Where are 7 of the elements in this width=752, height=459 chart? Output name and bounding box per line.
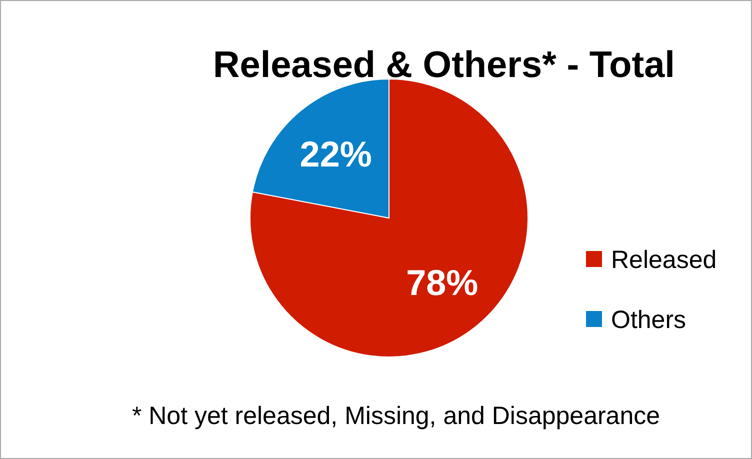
- data-label: 22%: [300, 133, 372, 174]
- legend-label: Others: [611, 306, 686, 334]
- chart-title: Released & Others* - Total: [213, 44, 675, 85]
- text: * Not yet released, Missing, and Disappearance: [132, 402, 660, 430]
- legend-label: Released: [611, 246, 717, 274]
- data-label: 78%: [406, 262, 478, 303]
- pie-slice: [250, 78, 528, 358]
